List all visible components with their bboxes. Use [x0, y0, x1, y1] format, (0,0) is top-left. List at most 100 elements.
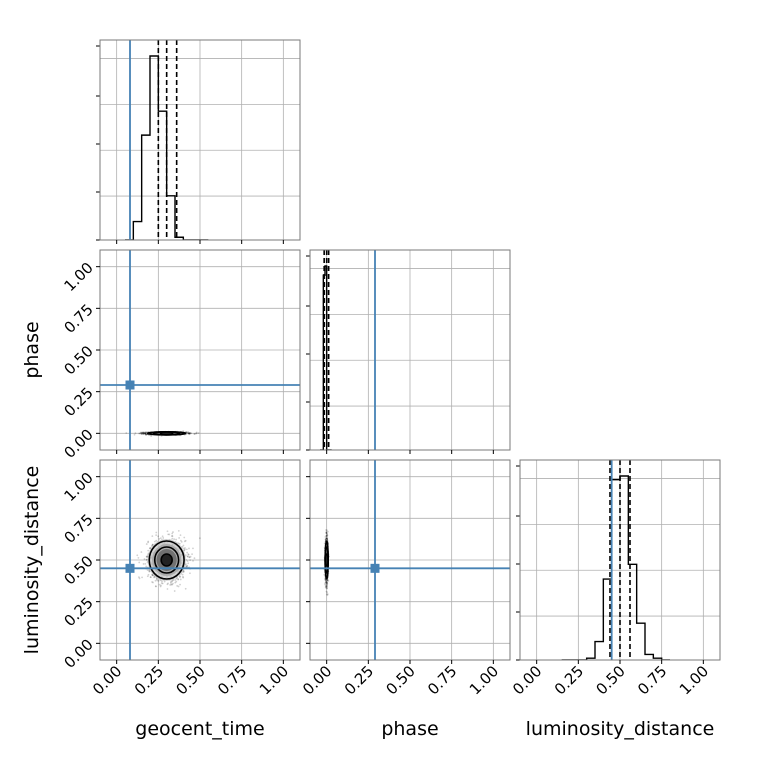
sample-point [159, 585, 162, 588]
truth-marker [370, 563, 380, 573]
sample-point [145, 543, 148, 545]
sample-point [142, 432, 145, 435]
sample-point [146, 575, 149, 578]
sample-point [175, 580, 178, 583]
sample-point [184, 547, 186, 549]
sample-point [144, 433, 147, 436]
sample-point [325, 581, 327, 584]
sample-point [143, 432, 146, 434]
sample-point [325, 535, 328, 538]
sample-point [326, 534, 329, 537]
sample-point [171, 535, 173, 537]
sample-point [187, 562, 190, 565]
sample-point [187, 431, 190, 433]
sample-point [167, 582, 169, 585]
contour-line [153, 546, 180, 574]
sample-point [171, 580, 173, 583]
sample-point [325, 534, 328, 537]
contour-line [160, 553, 173, 567]
sample-point [177, 578, 180, 580]
sample-point [140, 433, 143, 435]
sample-point [157, 535, 160, 538]
sample-point [143, 432, 145, 435]
sample-point [193, 433, 196, 435]
sample-point [144, 433, 147, 436]
sample-point [188, 432, 190, 435]
sample-point [142, 432, 145, 435]
sample-point [143, 432, 145, 435]
sample-point [166, 583, 169, 586]
sample-point [186, 555, 189, 558]
sample-point [326, 581, 328, 584]
sample-point [191, 553, 193, 556]
grid [310, 460, 510, 660]
sample-point [148, 570, 151, 573]
sample-point [140, 432, 143, 435]
sample-point [187, 432, 190, 435]
sample-point [155, 585, 157, 588]
sample-point [183, 540, 186, 543]
sample-point [142, 431, 145, 434]
sample-point [144, 432, 147, 435]
y-tick-label: 0.75 [60, 300, 96, 336]
sample-point [145, 565, 148, 568]
sample-point [325, 537, 328, 540]
y-tick-label: 0.50 [60, 342, 96, 378]
sample-point [325, 593, 328, 596]
sample-point [192, 559, 194, 562]
sample-point [155, 539, 158, 542]
sample-point [158, 538, 161, 540]
sample-point [185, 565, 188, 568]
sample-point [326, 579, 329, 581]
x-axis-label-luminosity_distance: luminosity_distance [526, 718, 715, 740]
sample-point [134, 432, 137, 435]
sample-point [325, 534, 328, 537]
sample-point [325, 532, 328, 535]
sample-point [325, 535, 328, 537]
x-tick-label: 0.50 [172, 662, 208, 698]
sample-point [324, 537, 327, 540]
sample-point [181, 573, 184, 576]
sample-point [171, 537, 174, 540]
sample-point [145, 555, 148, 558]
sample-point [179, 534, 182, 536]
sample-point [161, 580, 163, 583]
truth-marker [125, 563, 135, 573]
sample-point [187, 553, 190, 556]
sample-point [171, 583, 173, 586]
sample-point [168, 533, 171, 536]
sample-point [188, 547, 190, 550]
sample-point [326, 580, 328, 583]
sample-point [140, 551, 143, 553]
sample-point [188, 432, 191, 435]
sample-point [193, 432, 196, 435]
sample-point [138, 561, 141, 564]
sample-point [325, 587, 328, 589]
sample-point [140, 431, 142, 434]
sample-point [326, 593, 329, 596]
grid [100, 250, 300, 450]
y-tick-label: 0.25 [60, 594, 96, 630]
sample-point [325, 583, 328, 586]
sample-point [324, 582, 326, 585]
sample-point [147, 541, 149, 544]
sample-point [187, 553, 190, 556]
sample-point [125, 432, 128, 434]
sample-point [325, 537, 328, 540]
sample-cloud [125, 430, 200, 438]
sample-point [150, 435, 153, 438]
sample-point [153, 576, 155, 579]
sample-point [160, 584, 162, 587]
sample-point [186, 560, 189, 563]
sample-point [188, 432, 191, 435]
sample-point [324, 585, 327, 588]
x-tick-label: 0.75 [214, 662, 250, 698]
x-tick-label: 0.25 [131, 662, 167, 698]
sample-point [326, 534, 329, 537]
y-tick-label: 1.00 [60, 469, 96, 505]
sample-point [188, 556, 191, 559]
sample-point [186, 555, 189, 558]
sample-point [182, 430, 185, 432]
sample-point [159, 537, 162, 540]
sample-point [174, 579, 177, 581]
